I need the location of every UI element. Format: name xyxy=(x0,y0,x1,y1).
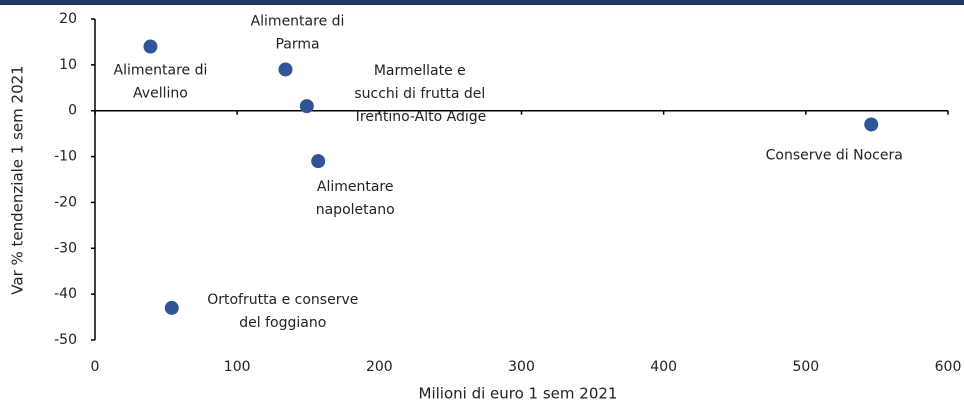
y-tick-label: -50 xyxy=(54,332,77,348)
y-tick-label: 20 xyxy=(59,11,77,27)
x-tick-label: 600 xyxy=(935,359,962,375)
y-tick-label: -10 xyxy=(54,149,77,165)
x-tick-label: 400 xyxy=(650,359,677,375)
point-label: succhi di frutta del xyxy=(354,86,485,102)
point-label: del foggiano xyxy=(239,315,326,331)
x-tick-label: 100 xyxy=(224,359,251,375)
point xyxy=(864,117,879,132)
x-tick-label: 300 xyxy=(508,359,535,375)
point-label: Alimentare di xyxy=(251,13,345,29)
point-label: Marmellate e xyxy=(374,63,466,79)
point xyxy=(164,300,179,315)
point xyxy=(143,39,158,54)
y-tick-label: 0 xyxy=(68,103,77,119)
x-tick-label: 200 xyxy=(366,359,393,375)
x-axis-title: Milioni di euro 1 sem 2021 xyxy=(419,385,618,403)
top-bar xyxy=(0,0,964,5)
point-label: Parma xyxy=(275,36,319,52)
point-label: Conserve di Nocera xyxy=(766,147,903,163)
y-tick-label: -30 xyxy=(54,240,77,256)
point-label: Alimentare di xyxy=(114,63,208,79)
point xyxy=(278,62,293,77)
point-label: Avellino xyxy=(133,86,188,102)
y-tick-label: 10 xyxy=(59,57,77,73)
y-axis-title: Var % tendenziale 1 sem 2021 xyxy=(9,65,27,294)
point-label: napoletano xyxy=(316,202,395,218)
y-tick-label: -40 xyxy=(54,286,77,302)
point-label: Trentino-Alto Adige xyxy=(352,109,486,125)
point xyxy=(299,99,314,114)
x-tick-label: 0 xyxy=(91,359,100,375)
point-label: Ortofrutta e conserve xyxy=(207,292,358,308)
point xyxy=(311,154,326,169)
point-label: Alimentare xyxy=(317,179,394,195)
y-tick-label: -20 xyxy=(54,194,77,210)
x-tick-label: 500 xyxy=(792,359,819,375)
